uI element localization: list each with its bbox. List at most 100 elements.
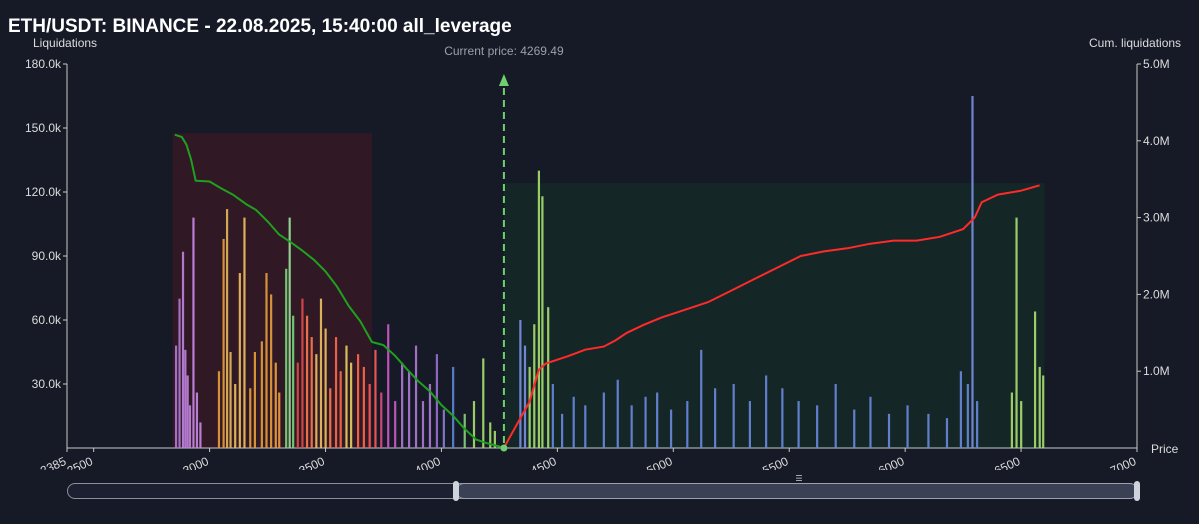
liquidation-bar	[765, 375, 768, 448]
liquidation-bar	[523, 345, 527, 448]
x-tick-label: 7000	[1108, 454, 1138, 470]
liquidation-bar	[195, 392, 199, 448]
liquidation-bar	[278, 392, 281, 448]
x-tick-label: 5500	[760, 454, 790, 470]
liquidation-bar	[345, 345, 348, 448]
liquidation-bar	[301, 298, 304, 448]
liquidation-bar	[184, 349, 187, 448]
liquidation-bar	[906, 405, 909, 448]
range-right-handle[interactable]	[1134, 481, 1140, 501]
liquidation-bar	[732, 384, 735, 448]
liquidation-bar	[186, 375, 189, 448]
liquidation-bar	[834, 384, 837, 448]
x-tick-label: 3500	[297, 454, 327, 470]
liquidation-bar	[452, 366, 455, 448]
liquidation-bar	[380, 392, 383, 448]
y2-tick-label: 5.0M	[1143, 57, 1170, 71]
liquidation-bar	[260, 341, 263, 448]
liquidation-bar	[1015, 217, 1018, 448]
liquidation-bar	[401, 362, 404, 448]
liquidation-bar	[541, 196, 544, 448]
liquidation-bar	[238, 273, 241, 448]
liquidation-bar	[482, 358, 485, 448]
liquidation-bar	[270, 294, 273, 448]
liquidation-bar	[339, 371, 342, 448]
liquidation-bar	[288, 217, 291, 448]
right-axis-title: Cum. liquidations	[1089, 36, 1182, 50]
liquidation-bar	[315, 354, 318, 448]
liquidation-bar	[356, 354, 360, 448]
range-grip-icon[interactable]: ☰	[795, 474, 803, 483]
liquidation-bar	[407, 371, 411, 448]
liquidation-bar	[217, 371, 221, 448]
liquidation-bar	[551, 384, 554, 448]
liquidation-bar	[442, 409, 445, 448]
liquidation-chart: 30.0k 60.0k 90.0k 120.0k 150.0k 180.0k 1.0M 2.0…	[25, 44, 1170, 470]
liquidation-bar	[174, 345, 178, 448]
liquidation-bar	[853, 409, 856, 448]
liquidation-bar	[178, 298, 181, 448]
liquidation-bar	[362, 366, 365, 448]
liquidation-bar	[329, 388, 332, 448]
liquidation-bar	[869, 396, 872, 448]
liquidation-bar	[188, 405, 192, 448]
liquidation-bar	[428, 384, 432, 448]
liquidation-bar	[285, 268, 288, 448]
liquidation-bar	[368, 384, 371, 448]
y-tick-label: 30.0k	[32, 377, 62, 391]
y2-tick-label: 1.0M	[1143, 364, 1170, 378]
liquidation-bar	[572, 396, 575, 448]
y-tick-label: 120.0k	[25, 185, 62, 199]
liquidation-bar	[274, 362, 277, 448]
x-tick-label: 6500	[992, 454, 1022, 470]
short-cum-curve	[174, 133, 505, 449]
x-tick-label: 2385	[38, 454, 68, 470]
liquidation-bar	[493, 430, 496, 448]
liquidation-bar	[387, 324, 390, 448]
y-tick-label: 150.0k	[25, 121, 62, 135]
x-tick-label: 4500	[529, 454, 559, 470]
liquidation-bar	[616, 379, 619, 448]
liquidation-bar	[199, 422, 202, 448]
liquidation-bar	[421, 401, 425, 448]
liquidation-bar	[324, 328, 327, 448]
liquidation-bar	[1033, 311, 1037, 448]
liquidation-bar	[222, 238, 225, 448]
liquidation-bar	[463, 413, 466, 448]
liquidation-bar	[669, 409, 673, 448]
liquidation-bar	[748, 401, 752, 448]
y2-tick-label: 3.0M	[1143, 211, 1170, 225]
liquidation-bar	[265, 273, 268, 448]
y2-tick-label: 2.0M	[1143, 287, 1170, 301]
liquidation-bar	[243, 217, 246, 448]
long-cum-curve	[502, 184, 1040, 449]
y-tick-label: 90.0k	[32, 249, 62, 263]
liquidation-bar	[887, 413, 891, 448]
y-tick-label: 60.0k	[32, 313, 62, 327]
range-left-handle[interactable]	[453, 481, 459, 501]
liquidation-bar	[374, 349, 377, 448]
liquidation-bar	[192, 217, 195, 448]
liquidation-bar	[489, 422, 492, 448]
x-axis-title: Price	[1151, 442, 1179, 456]
liquidation-bar	[561, 413, 564, 448]
liquidation-bar	[547, 307, 550, 448]
liquidation-bar	[602, 392, 605, 448]
liquidation-bar	[927, 413, 930, 448]
liquidation-bar	[229, 352, 232, 448]
liquidation-bar	[630, 405, 633, 448]
liquidation-bar	[714, 388, 717, 448]
liquidation-bar	[945, 418, 949, 448]
liquidation-bar	[1038, 366, 1041, 448]
liquidation-bar	[350, 362, 353, 448]
liquidation-bar	[519, 320, 522, 448]
liquidation-bar	[781, 388, 784, 448]
liquidation-bar	[686, 401, 689, 448]
liquidation-bar	[1042, 375, 1045, 448]
liquidation-bar	[584, 405, 587, 448]
x-tick-label: 3000	[181, 454, 211, 470]
liquidation-bar	[976, 401, 979, 448]
x-tick-label: 5000	[644, 454, 674, 470]
range-scroller-selection[interactable]	[456, 483, 1138, 499]
current-price-marker	[500, 444, 508, 452]
